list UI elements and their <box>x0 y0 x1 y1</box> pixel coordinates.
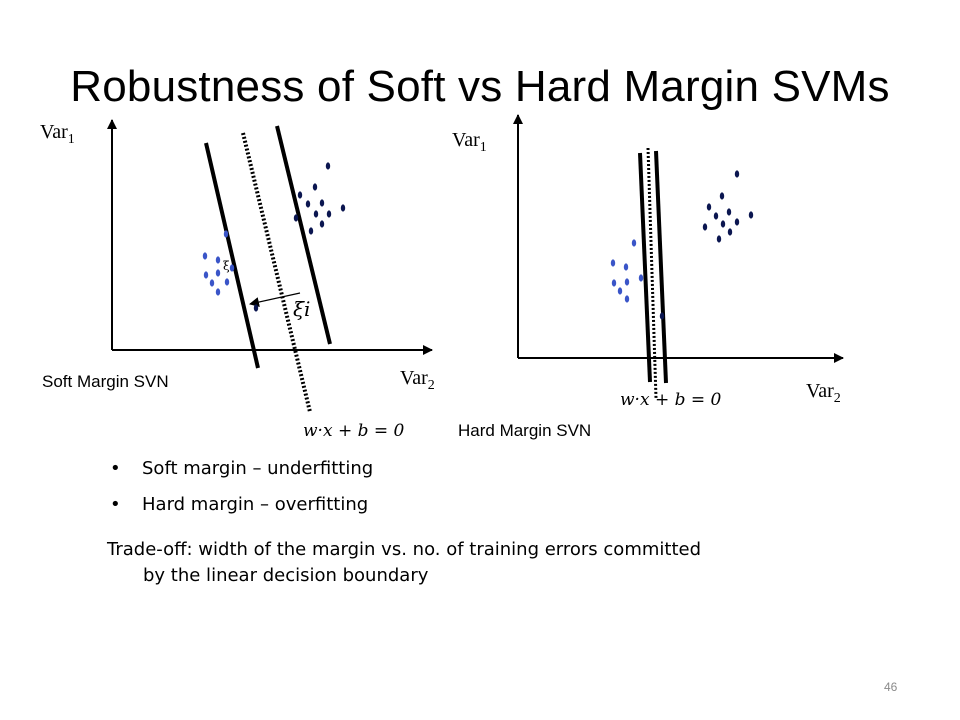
data-point <box>215 269 221 277</box>
slack-label: ξi <box>293 297 310 321</box>
data-point <box>223 230 229 238</box>
data-point <box>734 170 740 178</box>
data-point <box>325 162 331 170</box>
right-equation: w·x + b = 0 <box>620 390 722 410</box>
data-point <box>702 223 708 231</box>
left-class-positive <box>253 162 346 312</box>
data-point <box>659 312 665 320</box>
data-point <box>713 212 719 220</box>
data-point <box>624 278 630 286</box>
left-decision-boundary <box>241 132 312 413</box>
page-number: 46 <box>884 680 898 694</box>
slack-label-small: ξ <box>223 259 230 273</box>
data-point <box>624 295 630 303</box>
data-point <box>623 263 629 271</box>
bullet-list: Soft margin – underfitting Hard margin –… <box>110 456 373 528</box>
data-point <box>253 304 259 312</box>
left-equation: w·x + b = 0 <box>303 421 405 441</box>
data-point <box>340 204 346 212</box>
data-point <box>631 239 637 247</box>
data-point <box>203 271 209 279</box>
slide-title: Robustness of Soft vs Hard Margin SVMs <box>70 62 890 111</box>
data-point <box>719 192 725 200</box>
data-point <box>716 235 722 243</box>
soft-margin-diagram: Var1 Var2 Soft Margin SVN ξi ξ w·x + b =… <box>40 119 435 441</box>
tradeoff-line-2: by the linear decision boundary <box>143 565 429 586</box>
hard-margin-diagram: Var1 Var2 Hard Margin SVN w·x + b = 0 <box>452 114 844 440</box>
data-point <box>224 278 230 286</box>
data-point <box>215 256 221 264</box>
right-margin-line-2 <box>654 150 668 384</box>
data-point <box>720 220 726 228</box>
bullet-hard-margin: Hard margin – overfitting <box>110 492 373 528</box>
data-point <box>748 211 754 219</box>
soft-margin-caption: Soft Margin SVN <box>42 372 169 391</box>
data-point <box>202 252 208 260</box>
left-margin-line-1 <box>204 142 260 369</box>
left-y-axis-label: Var1 <box>40 121 75 147</box>
data-point <box>305 200 311 208</box>
data-point <box>308 227 314 235</box>
data-point <box>610 259 616 267</box>
data-point <box>312 183 318 191</box>
data-point <box>726 208 732 216</box>
tradeoff-text: Trade-off: width of the margin vs. no. o… <box>107 537 867 589</box>
data-point <box>706 203 712 211</box>
data-point <box>734 218 740 226</box>
data-point <box>319 220 325 228</box>
data-point <box>215 288 221 296</box>
data-point <box>297 191 303 199</box>
right-class-negative <box>610 239 644 303</box>
right-class-positive <box>659 170 754 320</box>
hard-margin-caption: Hard Margin SVN <box>458 421 591 440</box>
left-x-axis-label: Var2 <box>400 367 435 393</box>
tradeoff-line-1: Trade-off: width of the margin vs. no. o… <box>107 539 701 560</box>
slack-arrow <box>249 292 301 307</box>
right-margin-line-1 <box>638 152 652 383</box>
left-class-negative <box>202 230 235 296</box>
right-x-axis-label: Var2 <box>806 380 841 406</box>
data-point <box>611 279 617 287</box>
data-point <box>229 264 235 272</box>
data-point <box>326 210 332 218</box>
data-point <box>293 214 299 222</box>
right-decision-boundary <box>646 147 658 399</box>
data-point <box>727 228 733 236</box>
data-point <box>319 199 325 207</box>
bullet-soft-margin: Soft margin – underfitting <box>110 456 373 492</box>
data-point <box>209 279 215 287</box>
data-point <box>638 274 644 282</box>
data-point <box>617 287 623 295</box>
left-margin-line-2 <box>275 125 332 345</box>
data-point <box>313 210 319 218</box>
right-y-axis-label: Var1 <box>452 129 487 155</box>
